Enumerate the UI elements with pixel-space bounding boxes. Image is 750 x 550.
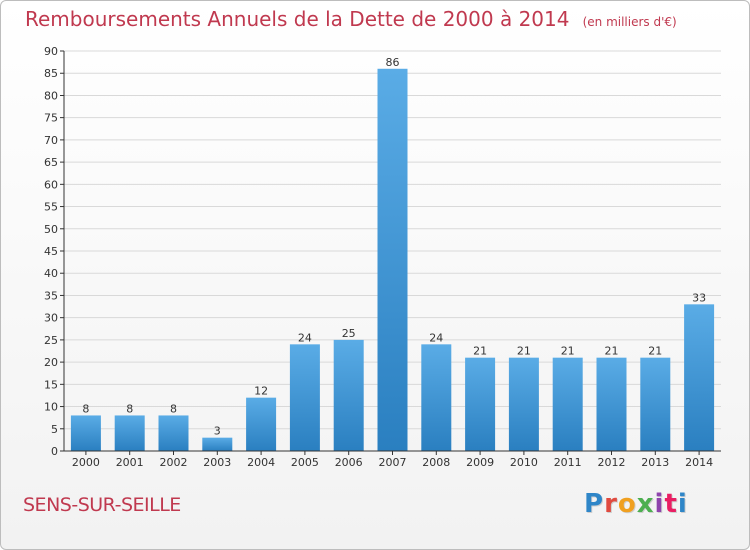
- y-tick-label: 80: [44, 89, 58, 102]
- x-tick-label: 2006: [335, 456, 363, 469]
- x-tick-label: 2014: [685, 456, 713, 469]
- y-tick-label: 35: [44, 289, 58, 302]
- x-tick-label: 2013: [641, 456, 669, 469]
- bar-value-label: 21: [605, 345, 619, 358]
- x-tick-label: 2007: [379, 456, 407, 469]
- bar-value-label: 86: [386, 56, 400, 69]
- x-tick-label: 2004: [247, 456, 275, 469]
- logo-letter: t: [664, 489, 678, 519]
- x-tick-label: 2002: [160, 456, 188, 469]
- y-tick-label: 5: [51, 423, 58, 436]
- proxiti-logo[interactable]: Proxiti: [584, 489, 688, 519]
- bar-value-label: 21: [517, 345, 531, 358]
- bar-2011: [552, 357, 583, 451]
- y-tick-label: 90: [44, 45, 58, 58]
- bar-2013: [640, 357, 671, 451]
- y-tick-label: 40: [44, 267, 58, 280]
- bar-value-label: 3: [214, 425, 221, 438]
- x-tick-label: 2011: [554, 456, 582, 469]
- bars: 8 8 8 3 12 24 25 86 24 21 21 21 21 21 33: [70, 56, 715, 452]
- y-tick-label: 60: [44, 178, 58, 191]
- logo-letter: r: [604, 489, 618, 519]
- bar-value-label: 12: [254, 385, 268, 398]
- y-tick-label: 15: [44, 378, 58, 391]
- x-tick-label: 2000: [72, 456, 100, 469]
- bar-2008: [421, 344, 452, 451]
- y-tick-label: 65: [44, 156, 58, 169]
- x-tick-label: 2003: [203, 456, 231, 469]
- bar-value-label: 21: [561, 345, 575, 358]
- y-tick-label: 50: [44, 223, 58, 236]
- bar-value-label: 21: [473, 345, 487, 358]
- logo-letter: x: [636, 489, 655, 519]
- bar-value-label: 8: [170, 402, 177, 415]
- y-tick-label: 75: [44, 112, 58, 125]
- bar-2012: [596, 357, 627, 451]
- bar-value-label: 24: [429, 331, 443, 344]
- bar-2004: [246, 397, 277, 451]
- logo-letter: o: [617, 489, 637, 519]
- bar-2002: [158, 415, 189, 451]
- y-tick-label: 20: [44, 356, 58, 369]
- axes: 0 5 10 15 20 25 30 35 40 45 50 55 60 65 70 75 80 85 90 2000…: [44, 45, 721, 469]
- y-tick-label: 55: [44, 201, 58, 214]
- y-tick-label: 25: [44, 334, 58, 347]
- commune-name: SENS-SUR-SEILLE: [23, 494, 181, 516]
- bar-2003: [202, 437, 233, 451]
- bar-value-label: 8: [126, 402, 133, 415]
- x-tick-label: 2012: [598, 456, 626, 469]
- chart-title: Remboursements Annuels de la Dette de 20…: [25, 7, 677, 31]
- chart-title-main: Remboursements Annuels de la Dette de 20…: [25, 7, 570, 31]
- x-tick-label: 2010: [510, 456, 538, 469]
- x-tick-label: 2009: [466, 456, 494, 469]
- bar-value-label: 21: [648, 345, 662, 358]
- chart-title-unit: (en milliers d'€): [582, 15, 677, 29]
- bar-value-label: 8: [82, 402, 89, 415]
- x-tick-label: 2001: [116, 456, 144, 469]
- bar-2009: [465, 357, 496, 451]
- bar-value-label: 24: [298, 331, 312, 344]
- logo-letter: i: [677, 489, 688, 519]
- x-tick-label: 2008: [422, 456, 450, 469]
- y-tick-label: 10: [44, 401, 58, 414]
- bar-2005: [289, 344, 320, 451]
- bar-value-label: 33: [692, 291, 706, 304]
- y-tick-label: 70: [44, 134, 58, 147]
- x-tick-label: 2005: [291, 456, 319, 469]
- bar-2010: [508, 357, 539, 451]
- y-tick-label: 45: [44, 245, 58, 258]
- logo-letter: P: [584, 489, 605, 519]
- y-tick-label: 30: [44, 312, 58, 325]
- bar-2014: [684, 304, 715, 451]
- bar-2001: [114, 415, 145, 451]
- bar-value-label: 25: [342, 327, 356, 340]
- bar-2007: [377, 68, 408, 452]
- y-tick-label: 0: [51, 445, 58, 458]
- bar-2000: [70, 415, 101, 451]
- y-tick-label: 85: [44, 67, 58, 80]
- logo-letter: i: [654, 489, 665, 519]
- bar-2006: [333, 339, 364, 451]
